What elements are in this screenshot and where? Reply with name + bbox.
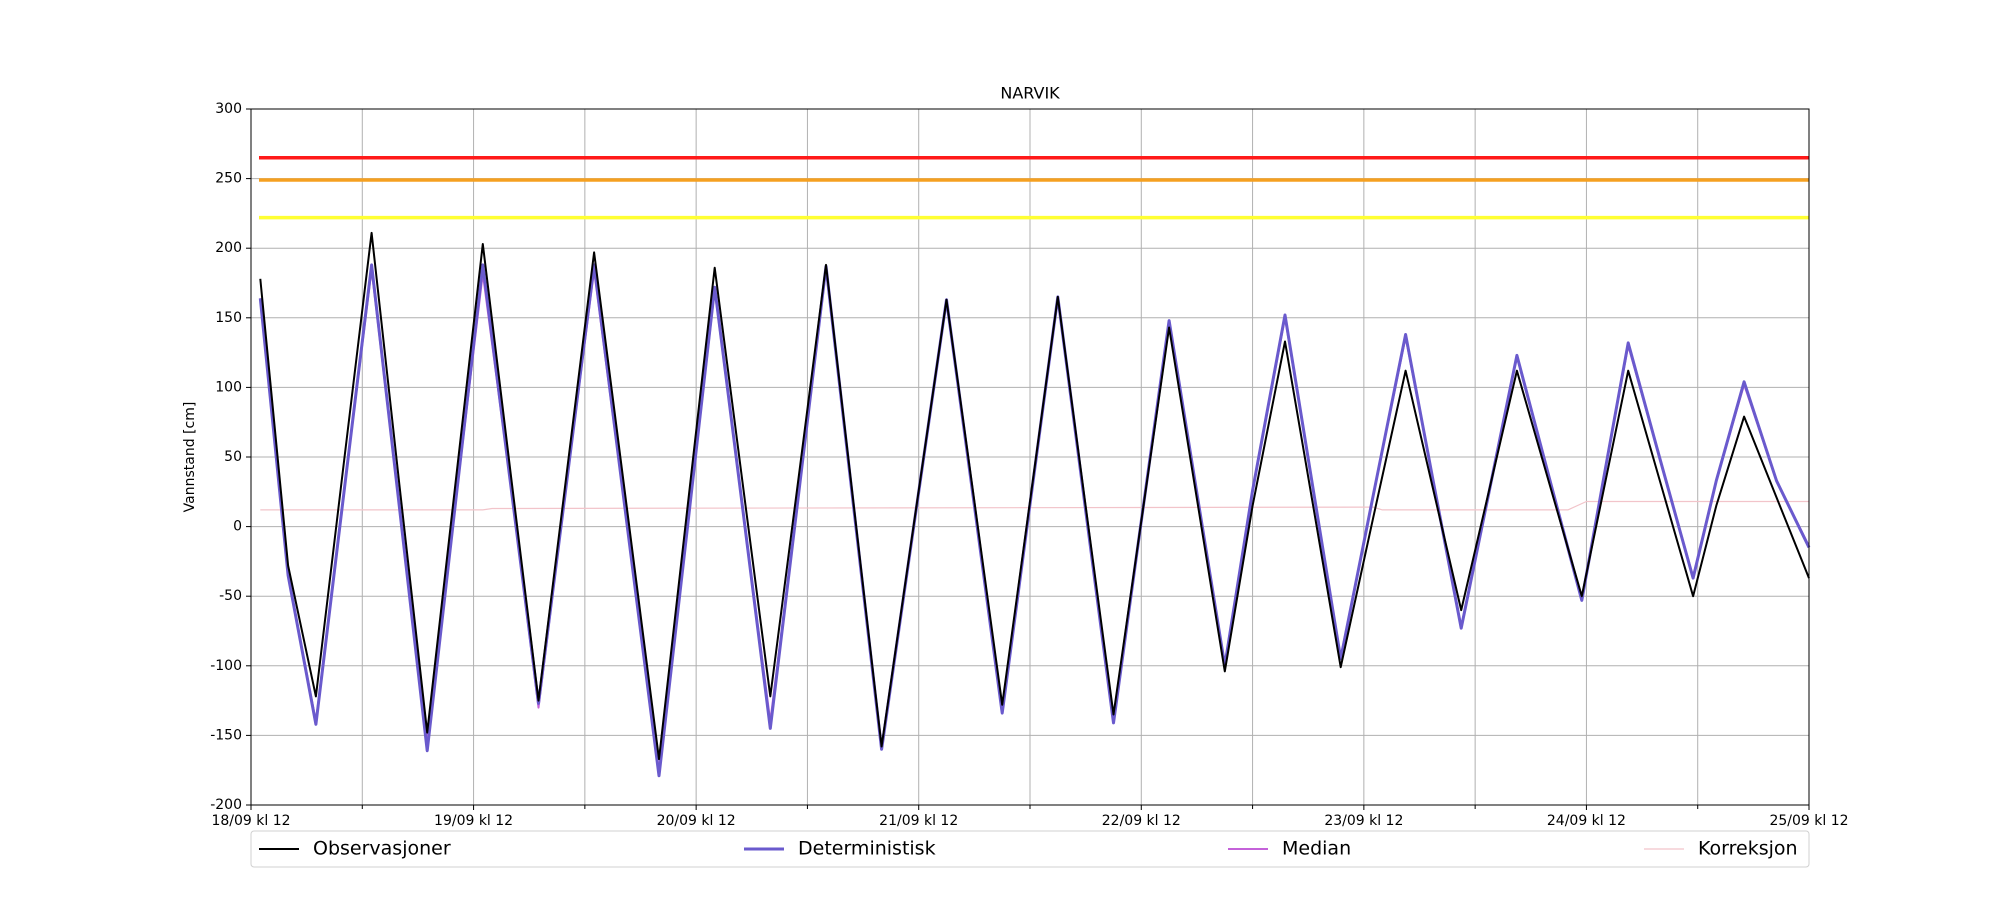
y-tick-label: 250	[215, 171, 242, 187]
y-tick-label: -150	[210, 727, 242, 743]
plot-frame	[250, 108, 1810, 806]
series-line	[259, 231, 1810, 761]
y-axis-label: Vannstand [cm]	[182, 402, 198, 513]
legend-box	[250, 830, 1810, 868]
series-line	[258, 263, 1811, 778]
legend-label: Deterministisk	[798, 838, 936, 860]
x-tick-label: 22/09 kl 12	[1102, 813, 1181, 829]
x-tick-label: 18/09 kl 12	[211, 813, 290, 829]
x-tick-label: 25/09 kl 12	[1769, 813, 1848, 829]
legend-label: Median	[1282, 838, 1351, 860]
x-tick-label: 23/09 kl 12	[1324, 813, 1403, 829]
y-tick-label: 100	[215, 379, 242, 395]
x-tick-label: 21/09 kl 12	[879, 813, 958, 829]
y-tick-label: 0	[233, 519, 242, 535]
y-tick-label: -100	[210, 658, 242, 674]
y-tick-label: 50	[224, 449, 242, 465]
legend-label: Korreksjon	[1698, 838, 1798, 860]
y-tick-label: -50	[219, 588, 242, 604]
x-tick-label: 20/09 kl 12	[657, 813, 736, 829]
y-tick-label: 300	[215, 101, 242, 117]
series-line	[260, 500, 1809, 511]
legend-label: Observasjoner	[313, 838, 451, 860]
y-tick-label: 200	[215, 240, 242, 256]
y-tick-label: -200	[210, 797, 242, 813]
x-tick-label: 19/09 kl 12	[434, 813, 513, 829]
chart-title: NARVIK	[1000, 84, 1060, 103]
x-tick-label: 24/09 kl 12	[1547, 813, 1626, 829]
y-tick-label: 150	[215, 310, 242, 326]
